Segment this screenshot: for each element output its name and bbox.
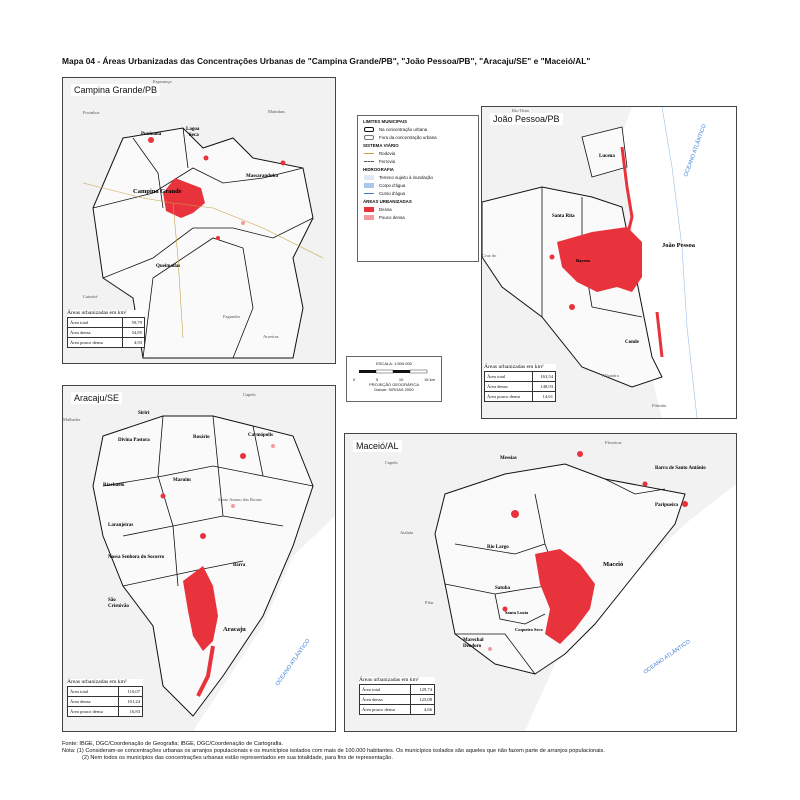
campina-grande-map: Campina Grande Puxinanã Lagoa Seca Massa… <box>82 79 324 359</box>
maceio-map: Maceió Messias Barra de Santo Antônio Pa… <box>385 440 736 731</box>
svg-text:Nossa Senhora do Socorro: Nossa Senhora do Socorro <box>108 555 165 560</box>
svg-text:Divina Pastora: Divina Pastora <box>118 438 150 443</box>
svg-text:Maruim: Maruim <box>173 478 192 483</box>
svg-text:Queimadas: Queimadas <box>156 264 180 269</box>
svg-text:Fagundes: Fagundes <box>223 314 240 319</box>
place-label-maceio: Maceió <box>603 561 623 568</box>
scale-bar <box>359 369 428 374</box>
urban-dense-aracaju <box>183 566 218 651</box>
svg-text:Messias: Messias <box>500 456 517 461</box>
place-label-joao-pessoa: João Pessoa <box>662 242 696 249</box>
svg-text:Rio Tinto: Rio Tinto <box>512 108 530 113</box>
svg-text:Lagoa: Lagoa <box>186 127 200 132</box>
svg-text:Laranjeiras: Laranjeiras <box>108 523 133 528</box>
svg-text:Massaranduba: Massaranduba <box>246 174 278 179</box>
svg-text:Paripueira: Paripueira <box>655 503 679 508</box>
map-panel-joao-pessoa: João Pessoa Lucena Santa Rita Bayeux Con… <box>481 106 737 419</box>
panel-title-maceio: Maceió/AL <box>353 440 402 452</box>
footer-note-2: (2) Nem todos os municípios das concentr… <box>82 755 393 761</box>
svg-text:Atalaia: Atalaia <box>400 530 413 535</box>
svg-text:Santa Luzia: Santa Luzia <box>505 610 529 615</box>
svg-text:Seca: Seca <box>189 133 199 138</box>
map-footer: Fonte: IBGE, DGC/Coordenação de Geografi… <box>62 741 605 762</box>
svg-text:Rio Largo: Rio Largo <box>487 545 509 550</box>
svg-text:Capela: Capela <box>243 392 256 397</box>
place-label-campina-grande: Campina Grande <box>133 188 182 195</box>
urban-dense-maceio <box>535 549 595 644</box>
svg-text:Capela: Capela <box>385 460 398 465</box>
svg-text:Cristóvão: Cristóvão <box>108 604 129 609</box>
areas-table-campina-grande: Áreas urbanizadas em km² Área total 59,79… <box>67 310 146 348</box>
svg-text:Carmópolis: Carmópolis <box>248 433 273 438</box>
areas-table-maceio: Áreas urbanizadas em km² Área total 129,7… <box>358 677 435 715</box>
svg-text:Siriri: Siriri <box>138 411 150 416</box>
svg-text:Conde: Conde <box>625 340 640 345</box>
panel-title-campina-grande: Campina Grande/PB <box>71 84 161 96</box>
svg-text:Puxinanã: Puxinanã <box>141 132 162 137</box>
map-panel-campina-grande: Campina Grande Puxinanã Lagoa Seca Massa… <box>62 77 336 364</box>
svg-text:São: São <box>108 598 116 603</box>
svg-text:Caturité: Caturité <box>83 294 98 299</box>
areas-table-joao-pessoa: Áreas urbanizadas em km² Área total 163,5… <box>483 364 556 402</box>
svg-text:Matinhas: Matinhas <box>268 109 285 114</box>
joao-pessoa-map: João Pessoa Lucena Santa Rita Bayeux Con… <box>482 107 736 418</box>
svg-text:Alhandra: Alhandra <box>602 373 619 378</box>
svg-text:Pocinhos: Pocinhos <box>83 110 100 115</box>
svg-text:Malhador: Malhador <box>63 417 81 422</box>
areas-table-aracaju: Áreas urbanizadas em km² Área total 110,0… <box>66 679 143 717</box>
panel-title-aracaju: Aracaju/SE <box>71 392 123 404</box>
svg-text:Barra de Santo Antônio: Barra de Santo Antônio <box>655 466 706 471</box>
svg-text:Marechal: Marechal <box>463 638 484 643</box>
footer-note-1: Nota: (1) Consideram-se concentrações ur… <box>62 748 605 754</box>
svg-text:Santo Amaro das Brotas: Santo Amaro das Brotas <box>218 497 262 502</box>
map-panel-maceio: Maceió Messias Barra de Santo Antônio Pa… <box>344 433 737 732</box>
panel-title-joao-pessoa: João Pessoa/PB <box>490 113 563 125</box>
svg-text:Cruz do: Cruz do <box>482 253 497 258</box>
svg-text:Barra: Barra <box>233 563 246 568</box>
svg-text:Aroeiras: Aroeiras <box>263 334 279 339</box>
svg-text:Pilar: Pilar <box>425 600 434 605</box>
map-title: Mapa 04 - Áreas Urbanizadas das Concentr… <box>62 56 591 66</box>
svg-text:Satuba: Satuba <box>495 586 511 591</box>
svg-text:Coqueiro Seco: Coqueiro Seco <box>515 627 544 632</box>
svg-text:Rosário: Rosário <box>193 435 210 440</box>
scale-box: ESCALA: 1:500.000 0 5 10 15 km PROJEÇÃO GEO… <box>346 356 442 402</box>
footer-source: Fonte: IBGE, DGC/Coordenação de Geografi… <box>62 741 284 747</box>
svg-text:Pitimbu: Pitimbu <box>652 403 667 408</box>
svg-text:Esperança: Esperança <box>153 79 172 84</box>
svg-text:Riachuelo: Riachuelo <box>103 483 125 488</box>
map-legend: LIMITES MUNICIPAIS Na concentração urban… <box>357 115 479 262</box>
aracaju-map: Aracaju Siriri Divina Pastora Rosário Ca… <box>63 392 335 731</box>
svg-text:Lucena: Lucena <box>599 154 615 159</box>
svg-text:Deodoro: Deodoro <box>463 644 482 649</box>
svg-text:Bayeux: Bayeux <box>576 258 591 263</box>
urban-dense-joao-pessoa <box>557 227 642 292</box>
svg-text:Flexeiras: Flexeiras <box>605 440 622 445</box>
svg-text:Santa Rita: Santa Rita <box>552 214 575 219</box>
map-panel-aracaju: Aracaju Siriri Divina Pastora Rosário Ca… <box>62 385 336 732</box>
place-label-aracaju: Aracaju <box>223 626 246 633</box>
